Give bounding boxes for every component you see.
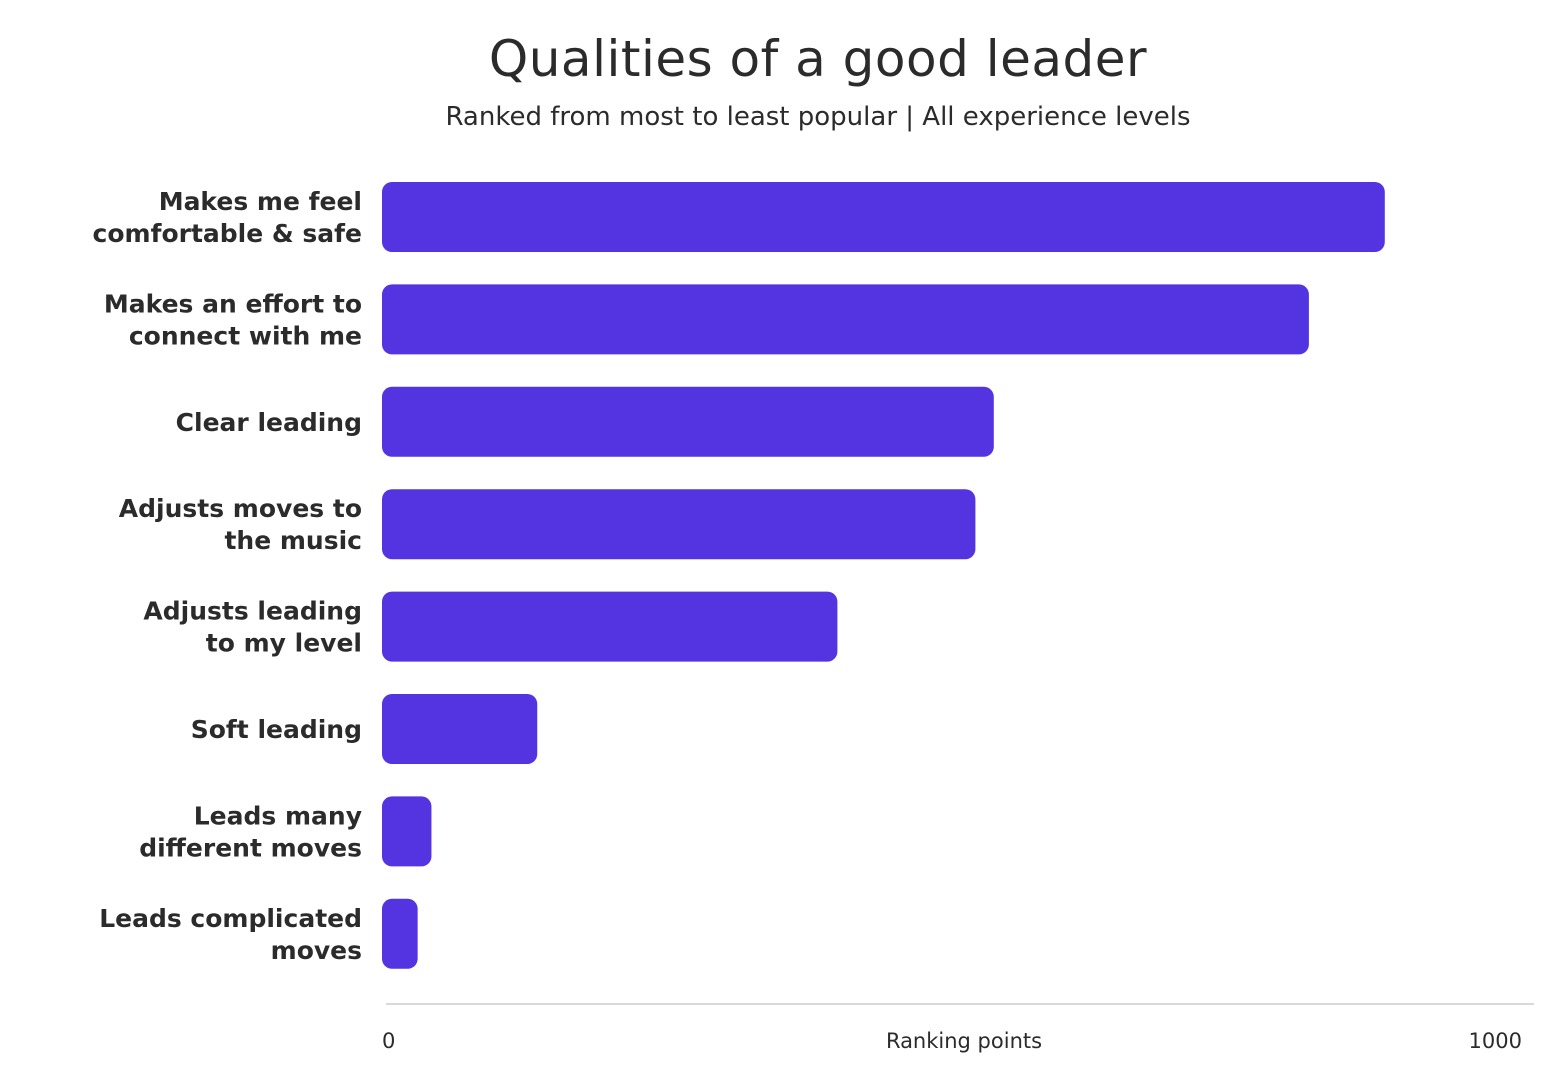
category-labels: Makes me feel comfortable & safe Makes an … xyxy=(93,187,362,965)
bar-1 xyxy=(382,284,1309,355)
bar-6 xyxy=(382,796,432,867)
category-label-7: Leads complicated moves xyxy=(99,904,362,965)
category-label-1: Makes an effort to connect with me xyxy=(104,289,362,350)
category-label-6: Leads many different moves xyxy=(139,801,362,862)
category-label-line: moves xyxy=(271,936,362,965)
x-tick-label-min: 0 xyxy=(382,1029,395,1053)
category-label-line: Leads complicated xyxy=(99,904,362,933)
category-label-5: Soft leading xyxy=(191,715,362,744)
category-label-line: different moves xyxy=(139,833,362,862)
category-label-line: connect with me xyxy=(129,321,362,350)
category-label-line: to my level xyxy=(206,629,362,658)
x-tick-label-max: 1000 xyxy=(1469,1029,1522,1053)
bar-7 xyxy=(382,898,418,969)
category-label-line: Makes an effort to xyxy=(104,289,362,318)
x-axis-label: Ranking points xyxy=(886,1029,1042,1053)
category-label-line: comfortable & safe xyxy=(93,219,362,248)
chart-title: Qualities of a good leader xyxy=(488,30,1148,88)
category-label-4: Adjusts leading to my level xyxy=(143,597,362,658)
category-label-line: the music xyxy=(224,526,362,555)
bars-group xyxy=(382,182,1385,969)
bar-5 xyxy=(382,694,538,764)
category-label-0: Makes me feel comfortable & safe xyxy=(93,187,362,248)
bar-4 xyxy=(382,591,838,662)
category-label-2: Clear leading xyxy=(176,408,362,437)
chart-subtitle: Ranked from most to least popular | All … xyxy=(445,102,1191,132)
category-label-line: Adjusts leading xyxy=(143,597,362,626)
category-label-line: Makes me feel xyxy=(159,187,362,216)
category-label-line: Soft leading xyxy=(191,715,362,744)
category-label-line: Leads many xyxy=(194,801,362,830)
category-label-line: Adjusts moves to xyxy=(119,494,362,523)
category-label-3: Adjusts moves to the music xyxy=(119,494,362,555)
bar-3 xyxy=(382,489,976,560)
category-label-line: Clear leading xyxy=(176,408,362,437)
bar-0 xyxy=(382,182,1385,252)
bar-2 xyxy=(382,386,994,457)
